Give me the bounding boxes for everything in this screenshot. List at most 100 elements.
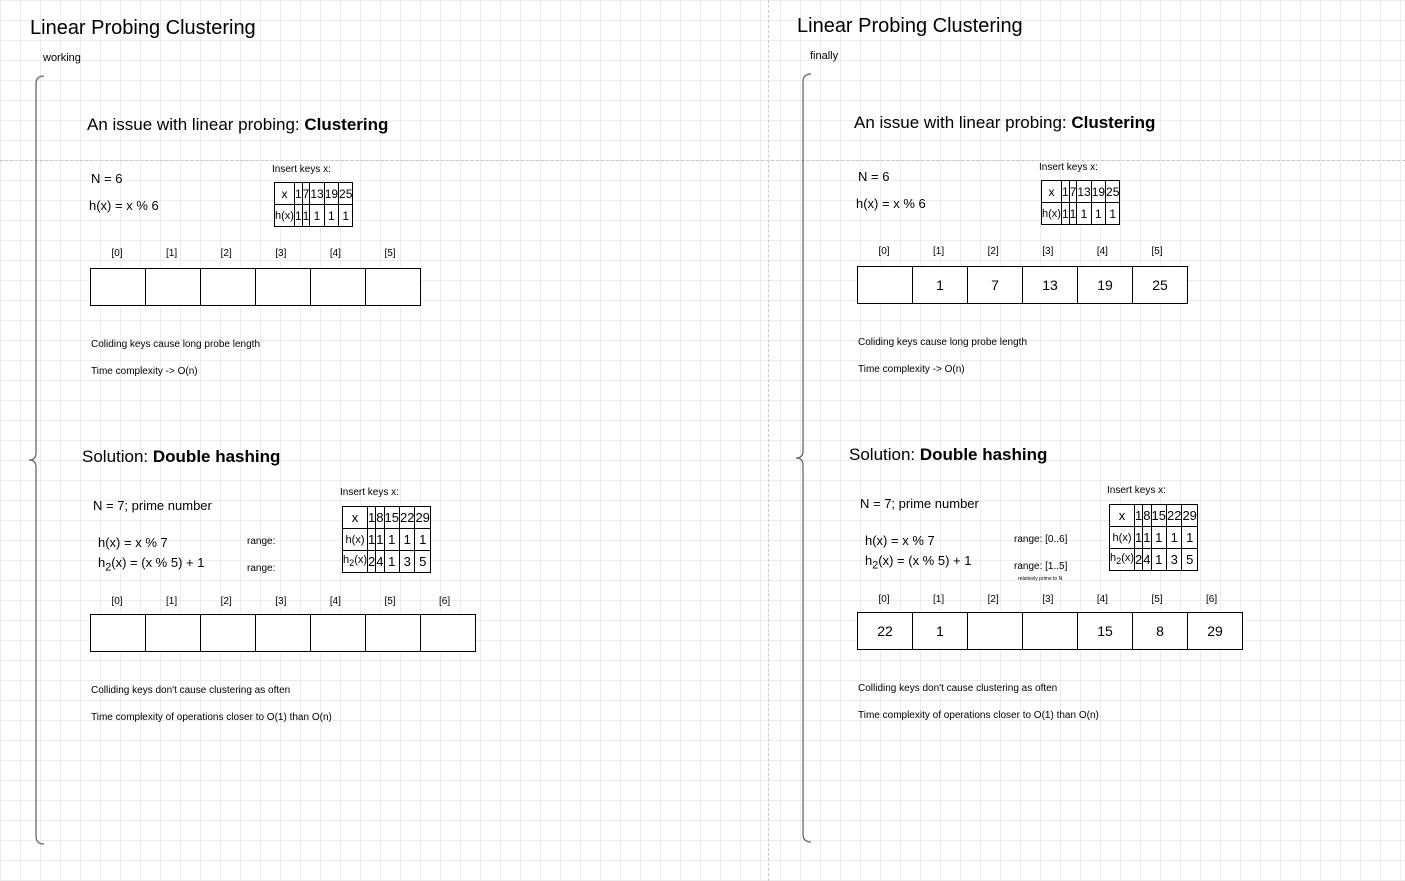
hash-cell: 1 — [375, 528, 385, 551]
hash-table-slot — [200, 268, 256, 306]
heading-text: An issue with linear probing: — [854, 113, 1072, 132]
slot-index-label: [4] — [329, 596, 341, 607]
slot-index-label: [3] — [275, 248, 287, 259]
hash-name: h — [343, 554, 350, 567]
hash-table-array — [90, 614, 476, 652]
hash-cell: 1 — [1142, 526, 1152, 549]
hash-cell: 1 — [323, 204, 340, 227]
second-hash-cell: 3 — [398, 550, 416, 573]
insert-keys-label: Insert keys x: — [1107, 485, 1166, 496]
second-hash-cell: 1 — [383, 550, 400, 573]
curly-brace-icon — [795, 73, 812, 843]
hash-table-array — [90, 268, 421, 306]
hash-table-slot: 7 — [967, 266, 1023, 304]
heading-emphasis: Clustering — [304, 115, 389, 134]
slot-index-label: [5] — [384, 596, 396, 607]
slot-index-label: [3] — [275, 596, 287, 607]
slot-index-label: [5] — [1151, 594, 1163, 605]
second-hash-cell: 1 — [1150, 548, 1167, 571]
page-note: working — [43, 52, 81, 64]
hash-cell: 1 — [1105, 202, 1121, 225]
key-cell: 29 — [1181, 504, 1198, 527]
hash-table-slot — [255, 614, 311, 652]
key-cell: 8 — [1142, 504, 1152, 527]
second-hash-cell: 2 — [367, 550, 377, 573]
hash-arg: (x) — [354, 554, 368, 567]
page-break-line — [0, 160, 1405, 161]
slot-index-label: [1] — [933, 594, 945, 605]
slot-index-label: [5] — [1151, 246, 1163, 257]
second-hash-cell: 5 — [1181, 548, 1198, 571]
slot-index-label: [6] — [1206, 594, 1218, 605]
slot-index-label: [5] — [384, 248, 396, 259]
slot-index-label: [0] — [111, 248, 123, 259]
observation-note: Colliding keys don't cause clustering as… — [91, 685, 291, 696]
hash-table-slot — [420, 614, 476, 652]
hash-table-slot — [145, 614, 201, 652]
key-cell: 13 — [309, 182, 325, 205]
hash-cell: 1 — [1181, 526, 1198, 549]
hash-cell: 1 — [1060, 202, 1070, 225]
observation-note: Coliding keys cause long probe length — [858, 337, 1027, 348]
slot-index-label: [4] — [1096, 594, 1108, 605]
hash-cell: 1 — [1150, 526, 1167, 549]
hash-table-slot — [857, 266, 913, 304]
slot-index-label: [2] — [987, 594, 999, 605]
hash-cell: 1 — [383, 528, 400, 551]
hash-table-slot — [200, 614, 256, 652]
hash-table-slot: 13 — [1022, 266, 1078, 304]
key-cell: 22 — [1165, 504, 1183, 527]
hash-table-slot: 15 — [1077, 612, 1133, 650]
hash-cell: 1 — [338, 204, 354, 227]
slot-index-label: [4] — [329, 248, 341, 259]
relative-prime-note: relatively prime to N — [1018, 576, 1063, 582]
hash-cell: 1 — [1134, 526, 1144, 549]
heading-text: Solution: — [82, 447, 153, 466]
slot-index-label: [1] — [933, 246, 945, 257]
hash-table-slot — [365, 614, 421, 652]
hash-subscript: 2 — [105, 561, 112, 574]
hash-cell: 1 — [1090, 202, 1107, 225]
section-heading-double-hashing: Solution: Double hashing — [849, 445, 1047, 465]
hash-table-array: 1 7 13 19 25 — [857, 266, 1188, 304]
heading-emphasis: Double hashing — [919, 445, 1048, 464]
page-divider — [768, 0, 769, 881]
key-cell: 7 — [301, 182, 311, 205]
key-cell: 15 — [1150, 504, 1167, 527]
key-cell: x — [341, 506, 369, 529]
key-cell: x — [1108, 504, 1136, 527]
slot-index-label: [0] — [878, 594, 890, 605]
hash-function-label: h(x) = x % 7 — [865, 533, 935, 548]
slot-index-label: [1] — [166, 596, 178, 607]
second-hash-cell: 5 — [414, 550, 431, 573]
keys-table: x 1 8 15 22 29 h(x) 1 1 1 1 1 h2(x) 2 4 1 3 5 — [341, 506, 431, 573]
slot-index-label: [2] — [220, 248, 232, 259]
complexity-note: Time complexity of operations closer to … — [858, 710, 1099, 721]
hash-table-slot: 19 — [1077, 266, 1133, 304]
hash-cell: 1 — [309, 204, 325, 227]
observation-note: Colliding keys don't cause clustering as… — [858, 683, 1058, 694]
key-cell: 25 — [1105, 180, 1121, 203]
range-label: range: — [247, 563, 276, 574]
keys-table: x 1 8 15 22 29 h(x) 1 1 1 1 1 h2(x) 2 4 1 3 5 — [1108, 504, 1198, 571]
hash-cell: 1 — [398, 528, 416, 551]
page-title: Linear Probing Clustering — [30, 17, 256, 39]
hash-table-slot: 1 — [912, 612, 968, 650]
table-size-label: N = 6 — [858, 169, 890, 184]
second-hash-cell: h2(x) — [341, 550, 369, 573]
hash-cell: h(x) — [1108, 526, 1136, 549]
hash-subscript: 2 — [349, 558, 355, 569]
slot-index-label: [2] — [987, 246, 999, 257]
hash-cell: 1 — [367, 528, 377, 551]
hash-table-slot — [90, 268, 146, 306]
key-cell: 13 — [1076, 180, 1092, 203]
hash-cell: 1 — [414, 528, 431, 551]
key-cell: 1 — [1060, 180, 1070, 203]
complexity-note: Time complexity -> O(n) — [91, 366, 198, 377]
key-cell: 25 — [338, 182, 354, 205]
hash-table-slot: 25 — [1132, 266, 1188, 304]
slot-index-label: [0] — [111, 596, 123, 607]
hash-subscript: 2 — [872, 559, 879, 572]
hash-function-label: h(x) = x % 6 — [89, 198, 159, 213]
insert-keys-label: Insert keys x: — [1039, 162, 1098, 173]
